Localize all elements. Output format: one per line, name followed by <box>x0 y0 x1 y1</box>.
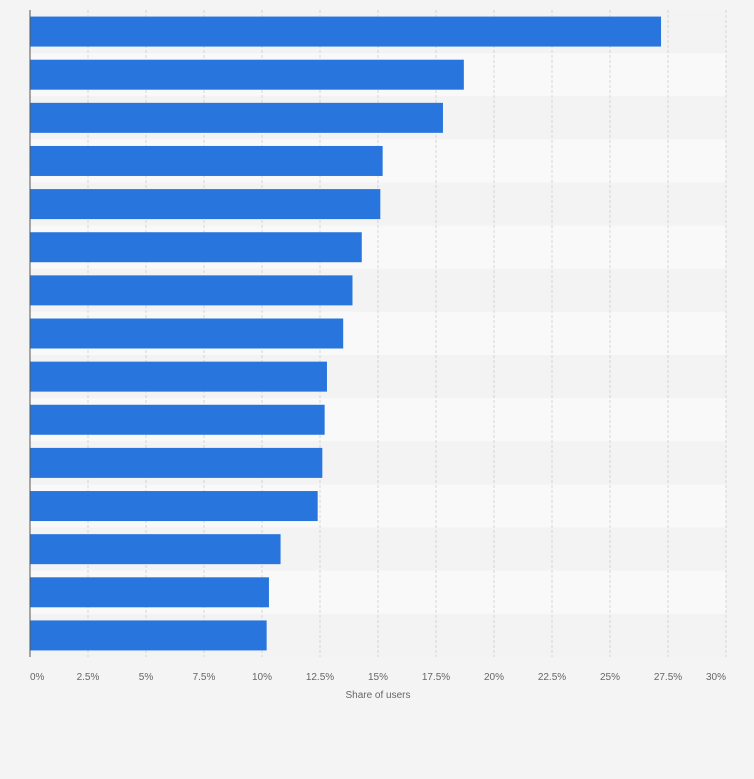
x-tick-label: 15% <box>368 672 388 683</box>
bar <box>30 232 362 263</box>
bar <box>30 189 381 220</box>
bar <box>30 447 323 478</box>
x-tick-label: 5% <box>139 672 154 683</box>
x-axis-ticks: 0% 2.5% 5% 7.5% 10% 12.5% 15% 17.5% 20% 22.5% 25% 2… <box>30 672 726 683</box>
x-tick-label: 17.5% <box>422 672 450 683</box>
bar <box>30 491 318 522</box>
x-tick-label: 20% <box>484 672 504 683</box>
bar <box>30 102 443 133</box>
x-tick-label: 7.5% <box>193 672 216 683</box>
bar <box>30 145 383 176</box>
bar <box>30 577 269 608</box>
x-tick-label: 30% <box>706 672 726 683</box>
bar <box>30 318 344 349</box>
bar <box>30 59 464 90</box>
x-tick-label: 12.5% <box>306 672 334 683</box>
x-tick-label: 0% <box>30 672 45 683</box>
bar <box>30 275 353 306</box>
x-tick-label: 25% <box>600 672 620 683</box>
bar <box>30 361 327 392</box>
bars <box>30 16 662 651</box>
bar <box>30 620 267 651</box>
x-tick-label: 2.5% <box>77 672 100 683</box>
bar <box>30 404 325 435</box>
x-axis-title: Share of users <box>345 690 410 701</box>
x-tick-label: 27.5% <box>654 672 682 683</box>
bar <box>30 16 662 47</box>
x-tick-label: 10% <box>252 672 272 683</box>
bar <box>30 534 281 565</box>
x-tick-label: 22.5% <box>538 672 566 683</box>
